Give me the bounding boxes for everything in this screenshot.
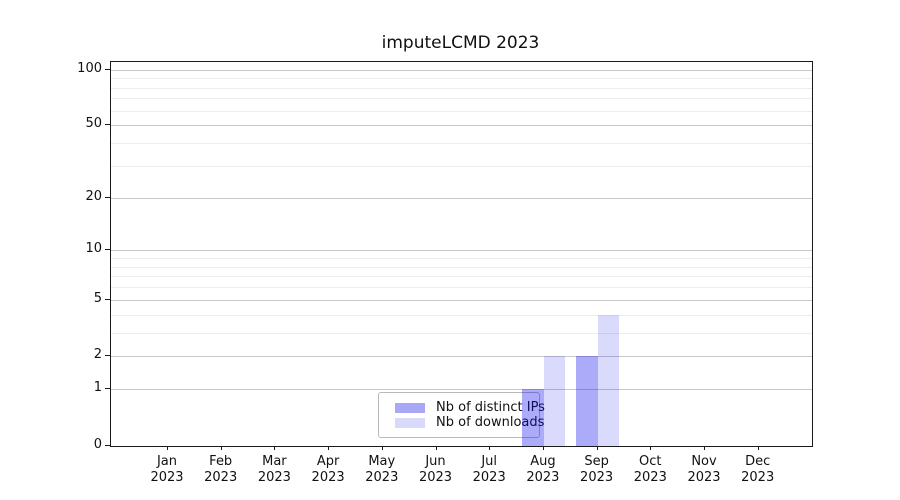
y-tick-mark	[105, 355, 110, 356]
x-tick-year: 2023	[633, 470, 667, 485]
y-tick-mark	[105, 249, 110, 250]
x-tick-month: Jul	[481, 454, 498, 469]
bar-downloads	[543, 356, 566, 446]
y-tick-label: 1	[93, 380, 102, 395]
x-tick-year: 2023	[365, 470, 399, 485]
x-tick-month: Jan	[156, 454, 178, 469]
legend-item: Nb of downloads	[395, 415, 544, 430]
x-tick-label: Mar 2023	[244, 454, 304, 486]
y-tick-mark	[105, 299, 110, 300]
x-tick-mark	[435, 446, 437, 450]
x-tick-year: 2023	[741, 470, 775, 485]
grid-minor-line	[111, 267, 812, 268]
grid-major-line	[111, 125, 812, 126]
grid-minor-line	[111, 88, 812, 89]
grid-minor-line	[111, 333, 812, 334]
grid-minor-line	[111, 315, 812, 316]
x-tick-year: 2023	[687, 470, 721, 485]
legend-swatch	[395, 402, 425, 413]
x-tick-mark	[757, 446, 759, 450]
x-tick-label: Nov 2023	[674, 454, 734, 486]
x-tick-month: Feb	[209, 454, 233, 469]
grid-major-line	[111, 389, 812, 390]
legend-item: Nb of distinct IPs	[395, 400, 545, 415]
x-tick-mark	[274, 446, 276, 450]
x-tick-mark	[650, 446, 652, 450]
x-tick-label: Feb 2023	[191, 454, 251, 486]
y-tick-label: 50	[85, 116, 102, 131]
x-tick-month: May	[368, 454, 396, 469]
legend-label: Nb of distinct IPs	[436, 400, 545, 415]
bar-distinct-ips	[522, 389, 544, 446]
y-tick-label: 100	[77, 61, 102, 76]
x-tick-mark	[596, 446, 598, 450]
x-tick-month: Apr	[316, 454, 340, 469]
x-tick-year: 2023	[204, 470, 238, 485]
x-tick-label: Jun 2023	[406, 454, 466, 486]
grid-major-line	[111, 198, 812, 199]
y-tick-mark	[105, 197, 110, 198]
y-tick-label: 5	[93, 291, 102, 306]
x-tick-year: 2023	[150, 470, 184, 485]
x-tick-month: Mar	[262, 454, 287, 469]
grid-minor-line	[111, 258, 812, 259]
x-tick-mark	[381, 446, 383, 450]
grid-minor-line	[111, 166, 812, 167]
grid-minor-line	[111, 287, 812, 288]
y-tick-label: 20	[85, 189, 102, 204]
x-tick-label: Jul 2023	[459, 454, 519, 486]
x-tick-label: Sep 2023	[567, 454, 627, 486]
legend-label: Nb of downloads	[436, 415, 545, 430]
x-tick-year: 2023	[257, 470, 291, 485]
grid-minor-line	[111, 111, 812, 112]
grid-minor-line	[111, 276, 812, 277]
grid-major-line	[111, 70, 812, 71]
chart-title: imputeLCMD 2023	[381, 33, 540, 53]
x-tick-month: Aug	[530, 454, 556, 469]
legend-rows: Nb of distinct IPs Nb of downloads	[395, 400, 545, 430]
plot-area: Nb of distinct IPs Nb of downloads	[110, 61, 813, 447]
x-tick-mark	[167, 446, 168, 450]
x-tick-month: Oct	[639, 454, 662, 469]
grid-minor-line	[111, 143, 812, 144]
bar-distinct-ips	[576, 356, 598, 446]
y-tick-mark	[105, 124, 110, 125]
x-tick-month: Nov	[691, 454, 717, 469]
x-tick-label: May 2023	[352, 454, 412, 486]
x-tick-month: Dec	[745, 454, 771, 469]
x-tick-label: Oct 2023	[620, 454, 680, 486]
y-tick-label: 10	[85, 241, 102, 256]
x-tick-mark	[328, 446, 330, 450]
grid-major-line	[111, 300, 812, 301]
grid-major-line	[111, 356, 812, 357]
legend: Nb of distinct IPs Nb of downloads	[378, 392, 545, 438]
x-tick-mark	[220, 446, 222, 450]
x-tick-month: Sep	[584, 454, 609, 469]
x-tick-year: 2023	[311, 470, 345, 485]
x-tick-year: 2023	[472, 470, 506, 485]
x-tick-label: Aug 2023	[513, 454, 573, 486]
x-tick-mark	[489, 446, 491, 450]
x-tick-year: 2023	[526, 470, 560, 485]
x-tick-year: 2023	[418, 470, 453, 485]
y-tick-mark	[105, 69, 110, 70]
grid-minor-line	[111, 78, 812, 79]
x-tick-month: Jun	[425, 454, 446, 469]
grid-major-line	[111, 250, 812, 251]
y-tick-label: 0	[93, 437, 102, 452]
x-tick-mark	[542, 446, 544, 450]
x-tick-label: Jan 2023	[137, 454, 197, 486]
y-tick-mark	[105, 445, 110, 446]
x-tick-year: 2023	[580, 470, 614, 485]
bar-downloads	[597, 315, 620, 446]
x-tick-mark	[704, 446, 705, 450]
x-tick-label: Dec 2023	[728, 454, 788, 486]
grid-minor-line	[111, 98, 812, 99]
legend-swatch	[395, 417, 425, 428]
y-tick-mark	[105, 388, 110, 389]
y-tick-label: 2	[93, 347, 102, 362]
x-tick-label: Apr 2023	[298, 454, 358, 486]
